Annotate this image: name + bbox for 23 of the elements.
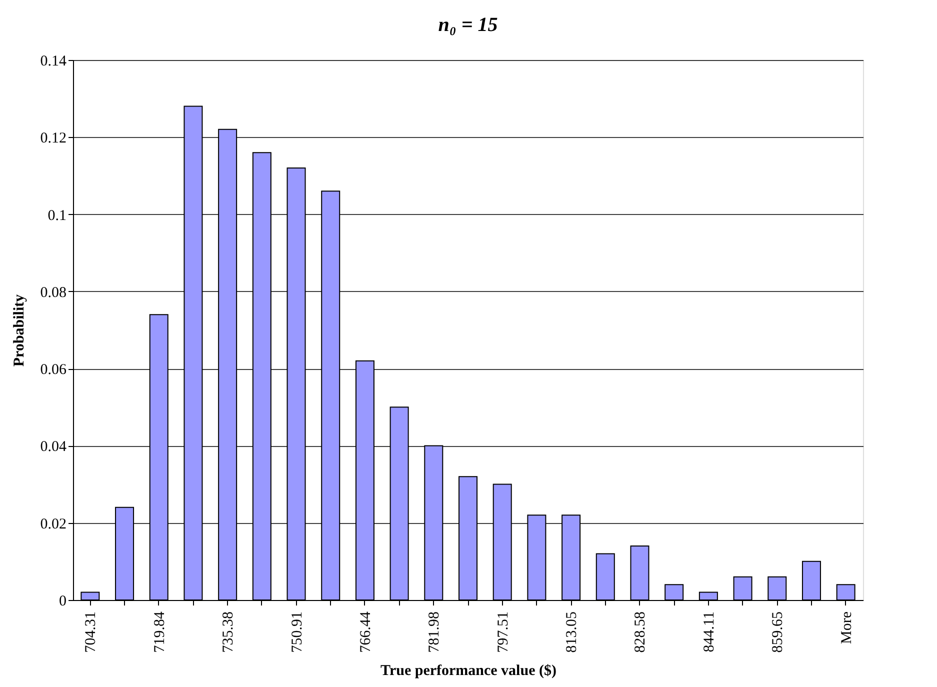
y-tick-label: 0.06 [40, 362, 67, 378]
x-tick-label: 766.44 [358, 611, 374, 653]
x-tick-label: 719.84 [152, 611, 168, 653]
x-tick-label: 859.65 [770, 612, 786, 653]
y-tick-label: 0.12 [40, 130, 66, 147]
y-tick-label: 0.14 [40, 54, 67, 70]
y-tick-label: 0.08 [40, 284, 66, 301]
x-tick-label: 781.98 [426, 612, 443, 653]
y-tick-label: 0.1 [48, 208, 66, 224]
x-tick-label: 750.91 [289, 612, 306, 653]
x-tick-label: 844.11 [701, 612, 718, 652]
chart-title: n₀ = 15 [438, 14, 498, 36]
y-tick-label: 0.02 [40, 516, 66, 532]
x-tick-label: 704.31 [83, 612, 100, 653]
x-tick-label: 797.51 [495, 612, 512, 653]
x-tick-label: 735.38 [220, 612, 237, 653]
y-axis-title: Probability [11, 294, 28, 367]
y-tick-label: 0 [59, 594, 66, 610]
x-axis-title: True performance value ($) [380, 662, 556, 679]
x-tick-label: More [838, 611, 855, 644]
x-tick-label: 828.58 [632, 612, 649, 653]
y-tick-label: 0.04 [40, 439, 67, 456]
x-tick-label: 813.05 [564, 612, 580, 653]
